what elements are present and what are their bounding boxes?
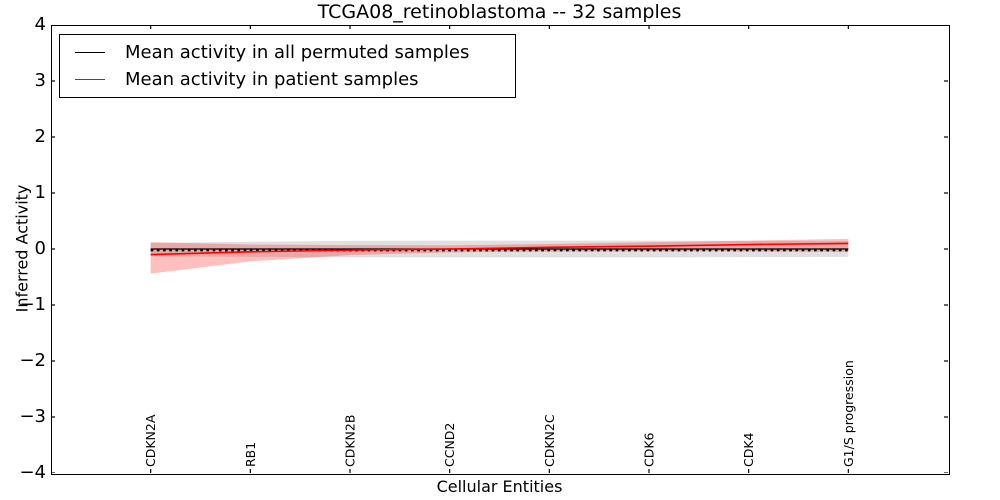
legend-row-permuted: Mean activity in all permuted samples	[75, 41, 515, 65]
series-line-mean-patient	[150, 242, 849, 256]
legend-box: Mean activity in all permuted samples Me…	[59, 34, 516, 98]
x-axis-label: Cellular Entities	[436, 477, 563, 496]
y-tick-label: 2	[34, 126, 46, 147]
x-tick-label: G1/S progression	[841, 360, 856, 467]
y-tick-label: 1	[34, 182, 46, 203]
y-tick-label: −4	[19, 462, 46, 483]
x-tick-label: CDK6	[642, 432, 657, 467]
legend-label-patient: Mean activity in patient samples	[125, 68, 419, 90]
legend-row-patient: Mean activity in patient samples	[75, 68, 515, 92]
legend-line-red-icon	[75, 79, 105, 80]
y-tick-label: −3	[19, 406, 46, 427]
x-tick-label: CCND2	[442, 423, 457, 467]
x-tick-label: RB1	[243, 442, 258, 467]
x-tick-label: CDKN2C	[542, 414, 557, 467]
x-tick-label: CDK4	[741, 432, 756, 467]
y-tick-label: −1	[19, 294, 46, 315]
x-tick-label: CDKN2A	[143, 414, 158, 467]
patient-confidence-band	[150, 238, 849, 274]
y-tick-label: 3	[34, 70, 46, 91]
y-tick-label: 0	[34, 238, 46, 259]
chart-title: TCGA08_retinoblastoma -- 32 samples	[317, 1, 682, 23]
legend-line-black-icon	[75, 52, 105, 53]
x-tick-label: CDKN2B	[343, 415, 358, 467]
y-tick-label: −2	[19, 350, 46, 371]
legend-label-permuted: Mean activity in all permuted samples	[125, 41, 470, 63]
y-tick-label: 4	[34, 14, 46, 35]
chart-svg: CDKN2A RB1 CDKN2B CCND2 CDKN2C CDK6 CDK4 G1/S p…	[51, 25, 948, 473]
